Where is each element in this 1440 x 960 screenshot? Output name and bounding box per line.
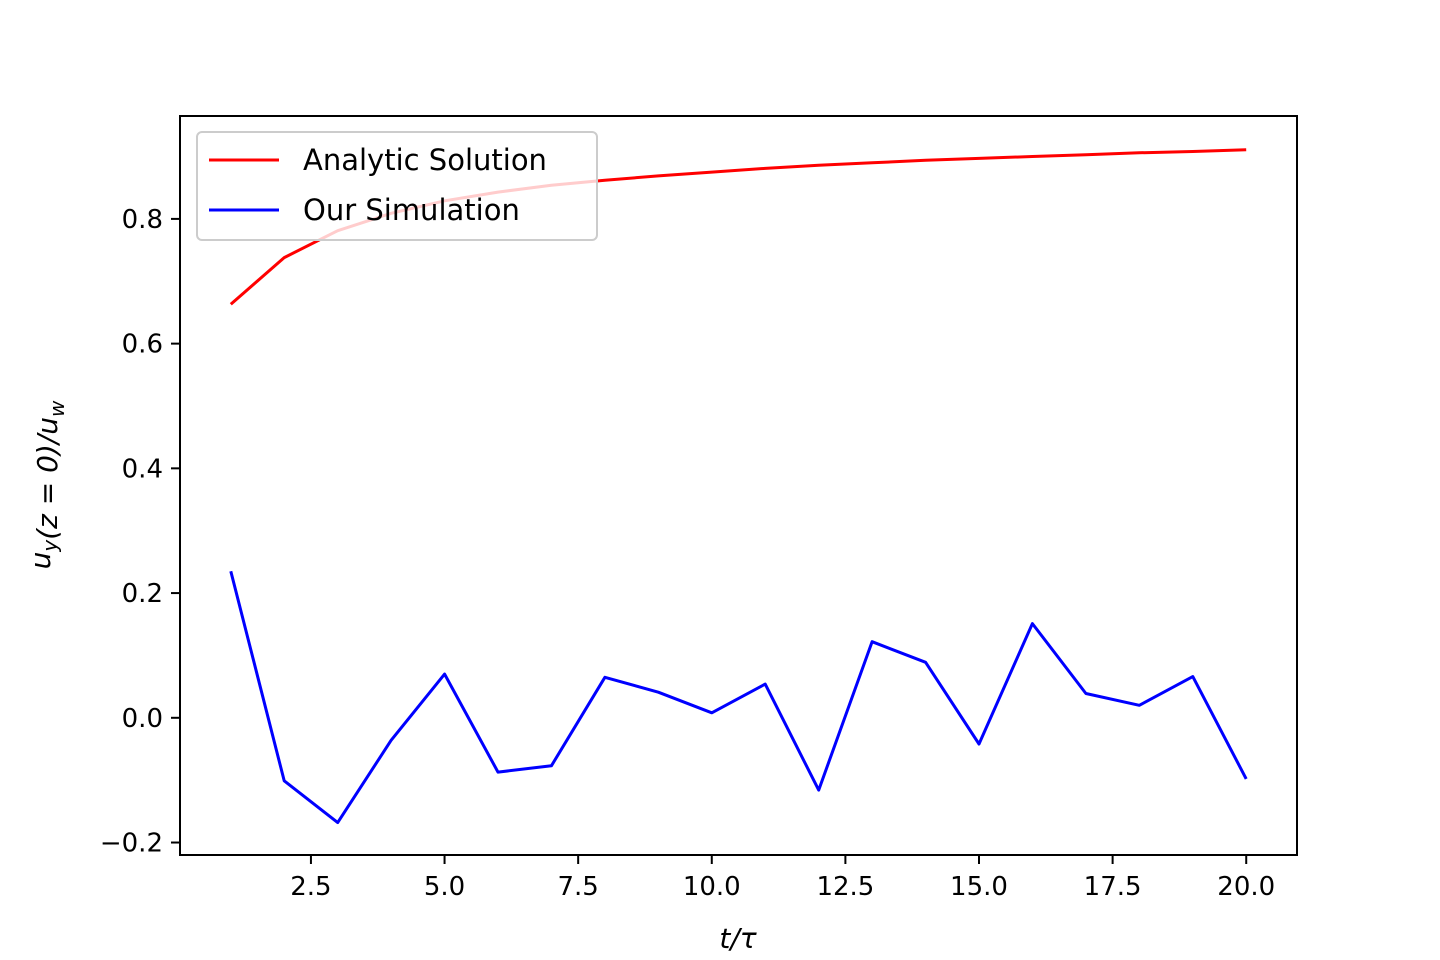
y-tick-label: 0.4 <box>122 454 163 484</box>
plot-frame <box>179 115 1298 856</box>
x-axis-label: t/τ <box>719 922 756 955</box>
legend-label-analytic: Analytic Solution <box>303 143 547 177</box>
y-axis: −0.2 0.0 0.2 0.4 0.6 0.8 <box>100 205 180 859</box>
x-tick-label: 15.0 <box>950 872 1008 902</box>
x-axis: 2.5 5.0 7.5 10.0 12.5 15.0 17.5 20.0 <box>290 855 1275 902</box>
x-tick-label: 2.5 <box>290 872 331 902</box>
y-tick-label: 0.2 <box>122 579 163 609</box>
x-tick-label: 20.0 <box>1217 872 1275 902</box>
x-tick-label: 10.0 <box>683 872 741 902</box>
y-axis-label: uy(z = 0)/uw <box>24 400 69 569</box>
x-tick-label: 17.5 <box>1084 872 1142 902</box>
x-tick-label: 7.5 <box>557 872 598 902</box>
y-tick-label: −0.2 <box>100 829 163 859</box>
x-tick-label: 12.5 <box>816 872 874 902</box>
series-line-1 <box>229 570 1248 825</box>
legend-label-simulation: Our Simulation <box>303 193 520 227</box>
y-tick-label: 0.0 <box>122 704 163 734</box>
y-tick-label: 0.6 <box>122 330 163 360</box>
legend: Analytic Solution Our Simulation <box>196 131 598 241</box>
y-tick-label: 0.8 <box>122 205 163 235</box>
x-tick-label: 5.0 <box>424 872 465 902</box>
legend-box <box>196 131 598 241</box>
